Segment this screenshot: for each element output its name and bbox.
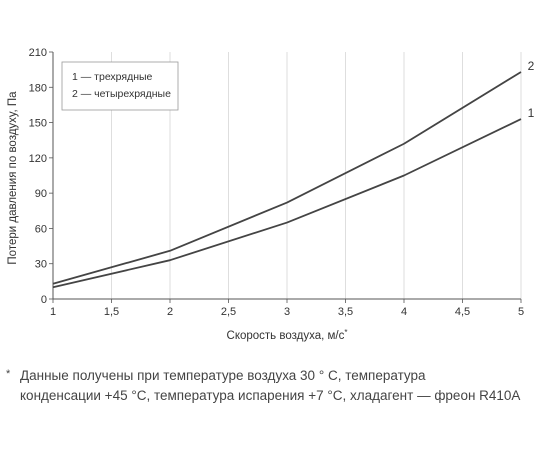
series-2-label: 2 xyxy=(528,59,535,73)
x-tick-labels: 1 1,5 2 2,5 3 3,5 4 4,5 5 xyxy=(50,306,524,318)
x-axis-title: Скорость воздуха, м/с* xyxy=(227,328,348,342)
y-tick-label: 30 xyxy=(35,259,47,271)
series-1-label: 1 xyxy=(528,106,535,120)
series-2-line xyxy=(52,71,522,285)
y-tick-label: 0 xyxy=(41,294,47,306)
y-tick-labels: 0 30 60 90 120 150 180 210 xyxy=(29,47,47,306)
x-tick-label: 1,5 xyxy=(104,306,119,318)
legend-item-2: 2 — четырехрядные xyxy=(72,88,171,100)
legend-box xyxy=(61,61,179,111)
axes xyxy=(49,51,522,303)
x-tick-label: 4 xyxy=(401,306,407,318)
y-tick-label: 180 xyxy=(29,82,47,94)
y-tick-label: 150 xyxy=(29,118,47,130)
y-axis-title: Потери давления по воздуху, Па xyxy=(7,91,19,265)
footnote-line-1: Данные получены при температуре воздуха … xyxy=(20,368,426,383)
y-tick-label: 60 xyxy=(35,223,47,235)
footnote: * Данные получены при температуре воздух… xyxy=(6,366,546,406)
footnote-mark: * xyxy=(6,368,11,380)
y-tick-label: 210 xyxy=(29,47,47,59)
series-1-line xyxy=(52,118,522,289)
x-tick-label: 2 xyxy=(167,306,173,318)
legend: 1 — трехрядные 2 — четырехрядные xyxy=(61,61,179,111)
x-tick-label: 4,5 xyxy=(455,306,470,318)
series-lines xyxy=(52,71,522,289)
x-axis-title-mark: * xyxy=(344,328,347,337)
x-tick-label: 5 xyxy=(518,306,524,318)
footnote-line-2: конденсации +45 °С, температура испарени… xyxy=(20,388,521,403)
y-tick-label: 90 xyxy=(35,188,47,200)
x-tick-label: 3,5 xyxy=(338,306,353,318)
x-tick-label: 3 xyxy=(284,306,290,318)
x-tick-label: 2,5 xyxy=(221,306,236,318)
pressure-loss-chart: 0 30 60 90 120 150 180 210 1 1,5 2 2,5 3 3,5 4 4,5 5 По… xyxy=(7,47,535,342)
legend-item-1: 1 — трехрядные xyxy=(72,71,153,83)
y-tick-label: 120 xyxy=(29,153,47,165)
x-axis-title-text: Скорость воздуха, м/с xyxy=(227,330,345,342)
x-tick-label: 1 xyxy=(50,306,56,318)
